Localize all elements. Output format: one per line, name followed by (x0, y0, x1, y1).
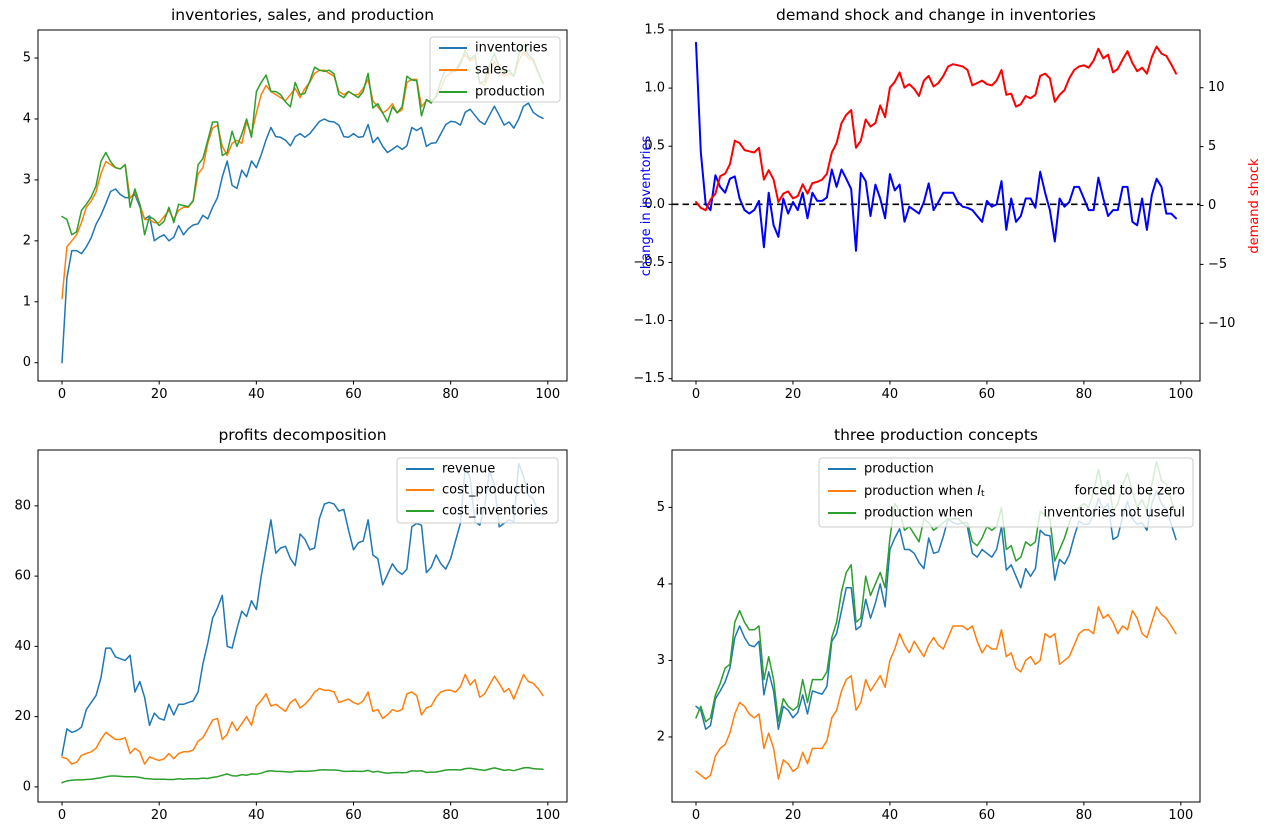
legend-label: production (475, 85, 545, 100)
legend-label: revenue (442, 462, 495, 477)
x-tick-label: 20 (785, 808, 802, 823)
x-tick-label: 80 (442, 387, 459, 402)
x-tick-label: 40 (882, 808, 899, 823)
x-tick-label: 20 (151, 387, 168, 402)
x-tick-label: 0 (692, 387, 700, 402)
axes-spines-bl (37, 449, 568, 803)
y-tick-label: 0 (23, 779, 31, 794)
y-axis-label-change-in-inventories: change in inventories (639, 135, 654, 277)
subplot-br: 0 20 40 60 80 100 2 3 4 5 production production whe… (657, 449, 1201, 823)
y-tick-label: 1.5 (644, 23, 665, 38)
x-tick-label: 20 (151, 808, 168, 823)
y-tick-label: 0 (23, 355, 31, 370)
plot-area-tr (672, 41, 1200, 252)
y-tick-label: 20 (14, 709, 31, 724)
legend-frame (396, 457, 559, 524)
y-tick-label: −1.0 (633, 313, 665, 328)
legend-label: cost_inventories (442, 504, 548, 519)
y-tick-label: 40 (14, 639, 31, 654)
x-tick-label: 80 (1076, 387, 1093, 402)
x-tick-label: 40 (882, 387, 899, 402)
legend-label: sales (475, 63, 508, 78)
legend-label: cost_production (442, 483, 545, 498)
y-tick-label: 4 (23, 111, 31, 126)
x-tick-label: 100 (1168, 387, 1193, 402)
x-tick-label: 0 (58, 808, 66, 823)
legend-label-suffix: forced to be zero (1074, 484, 1185, 499)
x-tick-label: 100 (535, 808, 560, 823)
y-tick-label: −0.5 (633, 255, 665, 270)
series-inventories (61, 102, 544, 364)
subplot-tl: 0 20 40 60 80 100 0 1 2 3 4 5 inventories sales produc… (23, 29, 568, 402)
x-tick-label: 100 (535, 387, 560, 402)
legend-tl: inventories sales production (429, 36, 561, 103)
y-tick-label: 0.0 (644, 197, 665, 212)
axes-spines-tl (37, 29, 568, 382)
subplot-title-demand-shock: demand shock and change in inventories (776, 6, 1096, 24)
subplot-title-inventories-sales-production: inventories, sales, and production (170, 6, 435, 24)
subplot-tr: 0 20 40 60 80 100−1.5−1.0−0.50.00.51.01.5−10−… (633, 23, 1235, 402)
x-tick-label: 40 (248, 808, 265, 823)
x-tick-label: 0 (692, 808, 700, 823)
right-y-tick-label: 10 (1208, 80, 1225, 95)
subplot-title-three-production-concepts: three production concepts (834, 426, 1038, 444)
legend-label: inventories (475, 41, 548, 56)
right-y-tick-label: −10 (1208, 316, 1235, 331)
y-tick-label: 3 (23, 172, 31, 187)
series-cost_inventories (61, 766, 544, 784)
series-production_when_It_forced_to_be_zero (695, 606, 1177, 780)
series-change_in_inventories (695, 41, 1177, 252)
x-tick-label: 60 (345, 387, 362, 402)
series-demand_shock (695, 45, 1177, 212)
legend-bl: revenue cost_production cost_inventories (396, 457, 559, 524)
y-tick-label: 2 (657, 729, 665, 744)
x-tick-label: 100 (1168, 808, 1193, 823)
y-tick-label: 60 (14, 569, 31, 584)
y-tick-label: −1.5 (633, 371, 665, 386)
x-tick-label: 80 (442, 808, 459, 823)
x-tick-label: 60 (979, 387, 996, 402)
legend-label: production (864, 462, 934, 477)
x-tick-label: 40 (248, 387, 265, 402)
y-tick-label: 1 (23, 294, 31, 309)
y-tick-label: 3 (657, 653, 665, 668)
right-y-tick-label: 5 (1208, 139, 1216, 154)
x-tick-label: 0 (58, 387, 66, 402)
subplot-bl: 0 20 40 60 80 100 0 20 40 60 80 revenue cost_product… (14, 449, 568, 823)
y-tick-label: 80 (14, 498, 31, 513)
y-tick-label: 2 (23, 233, 31, 248)
y-axis-label-demand-shock: demand shock (1247, 158, 1262, 254)
legend-br: production production when It forced to be… (818, 457, 1194, 528)
y-tick-label: 0.5 (644, 139, 665, 154)
axes-spines-br (671, 449, 1201, 803)
legend-label-suffix: inventories not useful (1043, 506, 1185, 521)
y-tick-label: 5 (23, 51, 31, 66)
legend-label: production when (864, 506, 973, 521)
y-tick-label: 5 (657, 500, 665, 515)
x-tick-label: 80 (1076, 808, 1093, 823)
right-y-tick-label: −5 (1208, 257, 1227, 272)
legend-label: production when It (864, 484, 985, 500)
x-tick-label: 20 (785, 387, 802, 402)
y-tick-label: 4 (657, 576, 665, 591)
x-tick-label: 60 (345, 808, 362, 823)
x-tick-label: 60 (979, 808, 996, 823)
legend-frame (818, 457, 1194, 528)
subplot-title-profits-decomposition: profits decomposition (218, 426, 387, 444)
series-cost_production (61, 673, 544, 765)
right-y-tick-label: 0 (1208, 198, 1216, 213)
legend-frame (429, 36, 561, 103)
y-tick-label: 1.0 (644, 81, 665, 96)
